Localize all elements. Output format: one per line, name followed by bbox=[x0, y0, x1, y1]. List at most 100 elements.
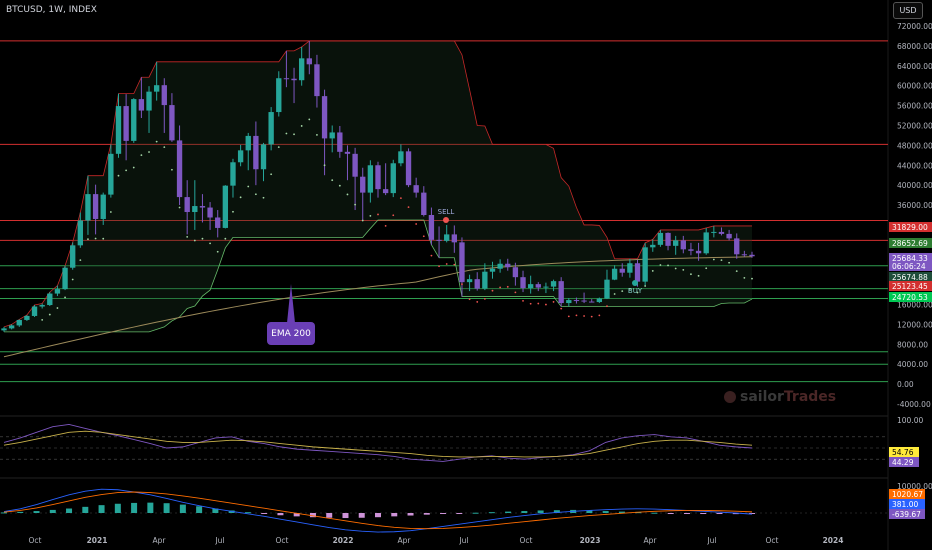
trail-dot bbox=[48, 313, 51, 316]
candle-body bbox=[367, 165, 374, 193]
price-tick-label: -4000.00 bbox=[897, 400, 931, 409]
trail-dot bbox=[71, 278, 74, 281]
time-tick-label: Jul bbox=[214, 536, 224, 545]
macd-histogram-bar bbox=[293, 513, 300, 517]
sell-marker bbox=[443, 217, 449, 223]
macd-line bbox=[3, 488, 753, 533]
currency-button[interactable]: USD bbox=[893, 2, 923, 19]
candle-body bbox=[428, 215, 435, 240]
time-axis: Oct 2021 Apr Jul Oct 2022 Apr Jul Oct 2023 Apr Jul O… bbox=[29, 536, 844, 545]
trail-dot bbox=[323, 164, 326, 167]
macd-histogram-bar bbox=[505, 511, 512, 513]
watermark-brand-b: Trades bbox=[783, 389, 837, 405]
candle-body bbox=[527, 284, 534, 289]
trail-dot bbox=[209, 242, 211, 245]
candle-body bbox=[161, 85, 167, 106]
candle-body bbox=[138, 99, 145, 111]
candle-body bbox=[726, 233, 732, 239]
trail-dot bbox=[132, 166, 135, 169]
macd-value-label: 1020.67 bbox=[892, 490, 923, 499]
candle-body bbox=[344, 151, 351, 154]
symbol-title[interactable]: BTCUSD, 1W, INDEX bbox=[6, 5, 97, 15]
trail-dot bbox=[254, 193, 257, 196]
trail-dot bbox=[476, 301, 479, 303]
trail-dot bbox=[140, 154, 143, 157]
price-tag bbox=[889, 281, 932, 291]
candle-body bbox=[24, 315, 30, 320]
candle-body bbox=[466, 279, 473, 283]
trail-dot bbox=[529, 302, 532, 305]
candle-body bbox=[54, 289, 61, 294]
price-tag-label: 24720.53 bbox=[892, 293, 928, 302]
time-tick-label: Oct bbox=[766, 536, 779, 545]
macd-histogram-bar bbox=[326, 513, 333, 518]
candle-body bbox=[77, 220, 83, 246]
trail-dot bbox=[537, 302, 540, 305]
macd-histogram-bar bbox=[309, 513, 316, 518]
signal-line bbox=[3, 491, 753, 530]
candle-body bbox=[695, 250, 702, 254]
trail-dot bbox=[514, 291, 517, 294]
price-tick-label: 48000.00 bbox=[897, 141, 932, 150]
price-tag bbox=[889, 238, 932, 248]
candle-body bbox=[215, 217, 221, 228]
price-tick-label: 40000.00 bbox=[897, 181, 932, 190]
trail-dot bbox=[636, 291, 639, 294]
candle-body bbox=[276, 78, 282, 113]
candle-body bbox=[482, 271, 488, 289]
rsi-value-label: 54.76 bbox=[892, 448, 914, 457]
macd-histogram-bar bbox=[82, 506, 89, 513]
trail-dot bbox=[186, 235, 189, 238]
macd-histogram-bar bbox=[602, 511, 609, 513]
channel-upper bbox=[3, 40, 752, 328]
trail-dot bbox=[621, 290, 624, 293]
candle-body bbox=[543, 286, 549, 288]
trail-dot bbox=[201, 237, 204, 240]
trail-dot bbox=[148, 151, 150, 153]
trail-dot bbox=[232, 210, 234, 213]
candle-body bbox=[39, 305, 45, 307]
candle-body bbox=[581, 300, 587, 302]
time-tick-label: 2024 bbox=[823, 536, 844, 545]
macd-histogram-bar bbox=[261, 513, 268, 514]
trail-dot bbox=[56, 307, 59, 309]
time-tick-label: Jul bbox=[706, 536, 716, 545]
time-tick-label: Oct bbox=[520, 536, 533, 545]
price-tag bbox=[889, 253, 932, 263]
trail-dot bbox=[545, 303, 547, 306]
time-tick-label: 2022 bbox=[333, 536, 354, 545]
candle-body bbox=[100, 194, 106, 219]
trail-dot bbox=[224, 237, 227, 240]
macd-value-label: -639.67 bbox=[892, 510, 921, 519]
candle-body bbox=[749, 254, 755, 257]
trail-dot bbox=[697, 274, 700, 277]
price-tick-label: 52000.00 bbox=[897, 121, 932, 130]
trail-dot bbox=[743, 276, 746, 279]
trail-dot bbox=[399, 197, 402, 200]
price-tag-label: 28652.69 bbox=[892, 239, 928, 248]
candle-body bbox=[375, 165, 381, 190]
macd-tick-label: 10000.00 bbox=[897, 482, 932, 491]
trail-dot bbox=[87, 238, 89, 241]
price-tag bbox=[889, 222, 932, 232]
candle-body bbox=[444, 234, 450, 241]
ema-200-callout: EMA 200 bbox=[267, 322, 315, 345]
trail-dot bbox=[117, 174, 120, 177]
trail-dot bbox=[354, 203, 357, 206]
candle-body bbox=[642, 247, 648, 282]
trail-dot bbox=[499, 286, 502, 289]
trail-dot bbox=[445, 263, 448, 265]
time-tick-label: Oct bbox=[29, 536, 42, 545]
macd-histogram-bar bbox=[66, 508, 73, 513]
macd-histogram-bar bbox=[732, 513, 739, 515]
price-tick-label: 72000.00 bbox=[897, 22, 932, 31]
trail-dot bbox=[338, 184, 341, 187]
candle-body bbox=[558, 281, 564, 304]
trail-dot bbox=[300, 125, 303, 127]
trail-dot bbox=[64, 296, 66, 299]
trail-dot bbox=[567, 315, 570, 318]
macd-histogram-bar bbox=[391, 513, 398, 517]
macd-histogram-bar bbox=[98, 505, 105, 513]
trail-dot bbox=[193, 239, 196, 242]
